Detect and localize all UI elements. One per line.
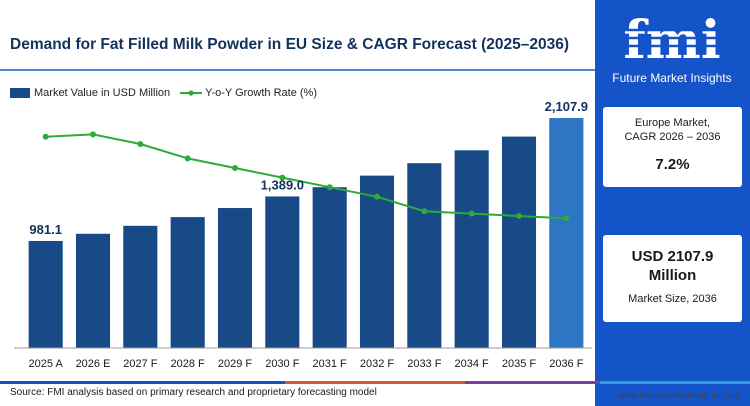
cagr-label-line1: Europe Market, [634,117,711,129]
source-note: Source: FMI analysis based on primary re… [10,387,377,398]
logo-tagline: Future Market Insights [612,71,731,85]
x-tick-label: 2025 A [29,358,64,370]
growth-rate-point [516,213,522,219]
cagr-card: Europe Market, CAGR 2026 – 2036 7.2% [603,107,742,187]
growth-rate-point [137,141,144,147]
bar-2030-f [265,196,300,348]
growth-rate-point [563,215,570,222]
bar-2035-f [501,136,537,348]
market-size-value-line2: Million [648,267,697,284]
market-size-label: Market Size, 2036 [628,293,717,305]
cagr-label-line2: CAGR 2026 – 2036 [624,131,721,143]
bar-2034-f [454,150,489,348]
data-label: 1,389.0 [261,177,304,192]
logo-mark: fmi [623,10,720,71]
x-tick-label: 2035 F [502,358,537,370]
x-tick-label: 2026 E [76,358,111,370]
x-tick-label: 2030 F [265,358,300,370]
growth-rate-point [326,184,333,191]
title-divider [0,69,595,71]
bar-2027-f [123,225,158,348]
market-size-card: USD 2107.9 Million Market Size, 2036 [603,235,742,322]
growth-rate-point [42,133,49,140]
x-tick-label: 2032 F [360,358,395,370]
side-panel: fmi Future Market Insights Europe Market… [595,0,750,406]
data-label: 2,107.9 [545,100,588,114]
growth-rate-point [279,174,286,181]
growth-line-layer [42,131,570,222]
x-tick-label: 2036 F [549,358,584,370]
x-tick-label: 2027 F [123,358,158,370]
bar-2028-f [170,217,205,348]
growth-rate-point [374,193,380,200]
bar-2026-e [75,233,111,348]
growth-rate-line [45,133,567,220]
bar-2036-f [549,118,584,348]
website-url: www.futuremarketinsights.com [617,390,740,400]
bar-2031-f [312,187,347,348]
x-tick-label: 2034 F [455,358,490,370]
market-size-value-line1: USD 2107.9 [631,248,714,265]
chart-title: Demand for Fat Filled Milk Powder in EU … [10,36,570,53]
legend-line-swatch [180,90,203,96]
growth-rate-point [421,208,428,215]
bar-2033-f [407,163,442,348]
x-tick-label: 2033 F [407,358,442,370]
legend: Market Value in USD Million Y-o-Y Growth… [10,86,317,100]
legend-line-label: Y-o-Y Growth Rate (%) [205,87,317,99]
growth-rate-point [184,155,191,162]
bar-2029-f [217,208,253,348]
chart-area: 981.11,389.02,107.9 2025 A 2026 E 2027 F 20… [14,100,592,370]
x-tick-label: 2028 F [171,358,206,370]
legend-bar-swatch [10,88,30,98]
footer-divider [0,381,750,384]
bar-2025-a [28,240,63,348]
growth-rate-point [468,210,475,217]
growth-rate-point [232,165,238,171]
x-axis: 2025 A 2026 E 2027 F 2028 F 2029 F 2030 F 2031… [14,347,592,370]
value-labels-layer: 981.1 1,389.0 2,107.9 [29,100,588,237]
fmi-logo: fmi Future Market Insights [612,10,731,85]
bars-layer [28,118,584,348]
growth-rate-point [90,131,96,138]
cagr-value: 7.2% [655,156,690,173]
legend-bar-label: Market Value in USD Million [34,87,171,99]
bar-2032-f [359,175,395,348]
x-tick-label: 2031 F [313,358,348,370]
data-label: 981.1 [29,222,62,237]
x-tick-label: 2029 F [218,358,253,370]
